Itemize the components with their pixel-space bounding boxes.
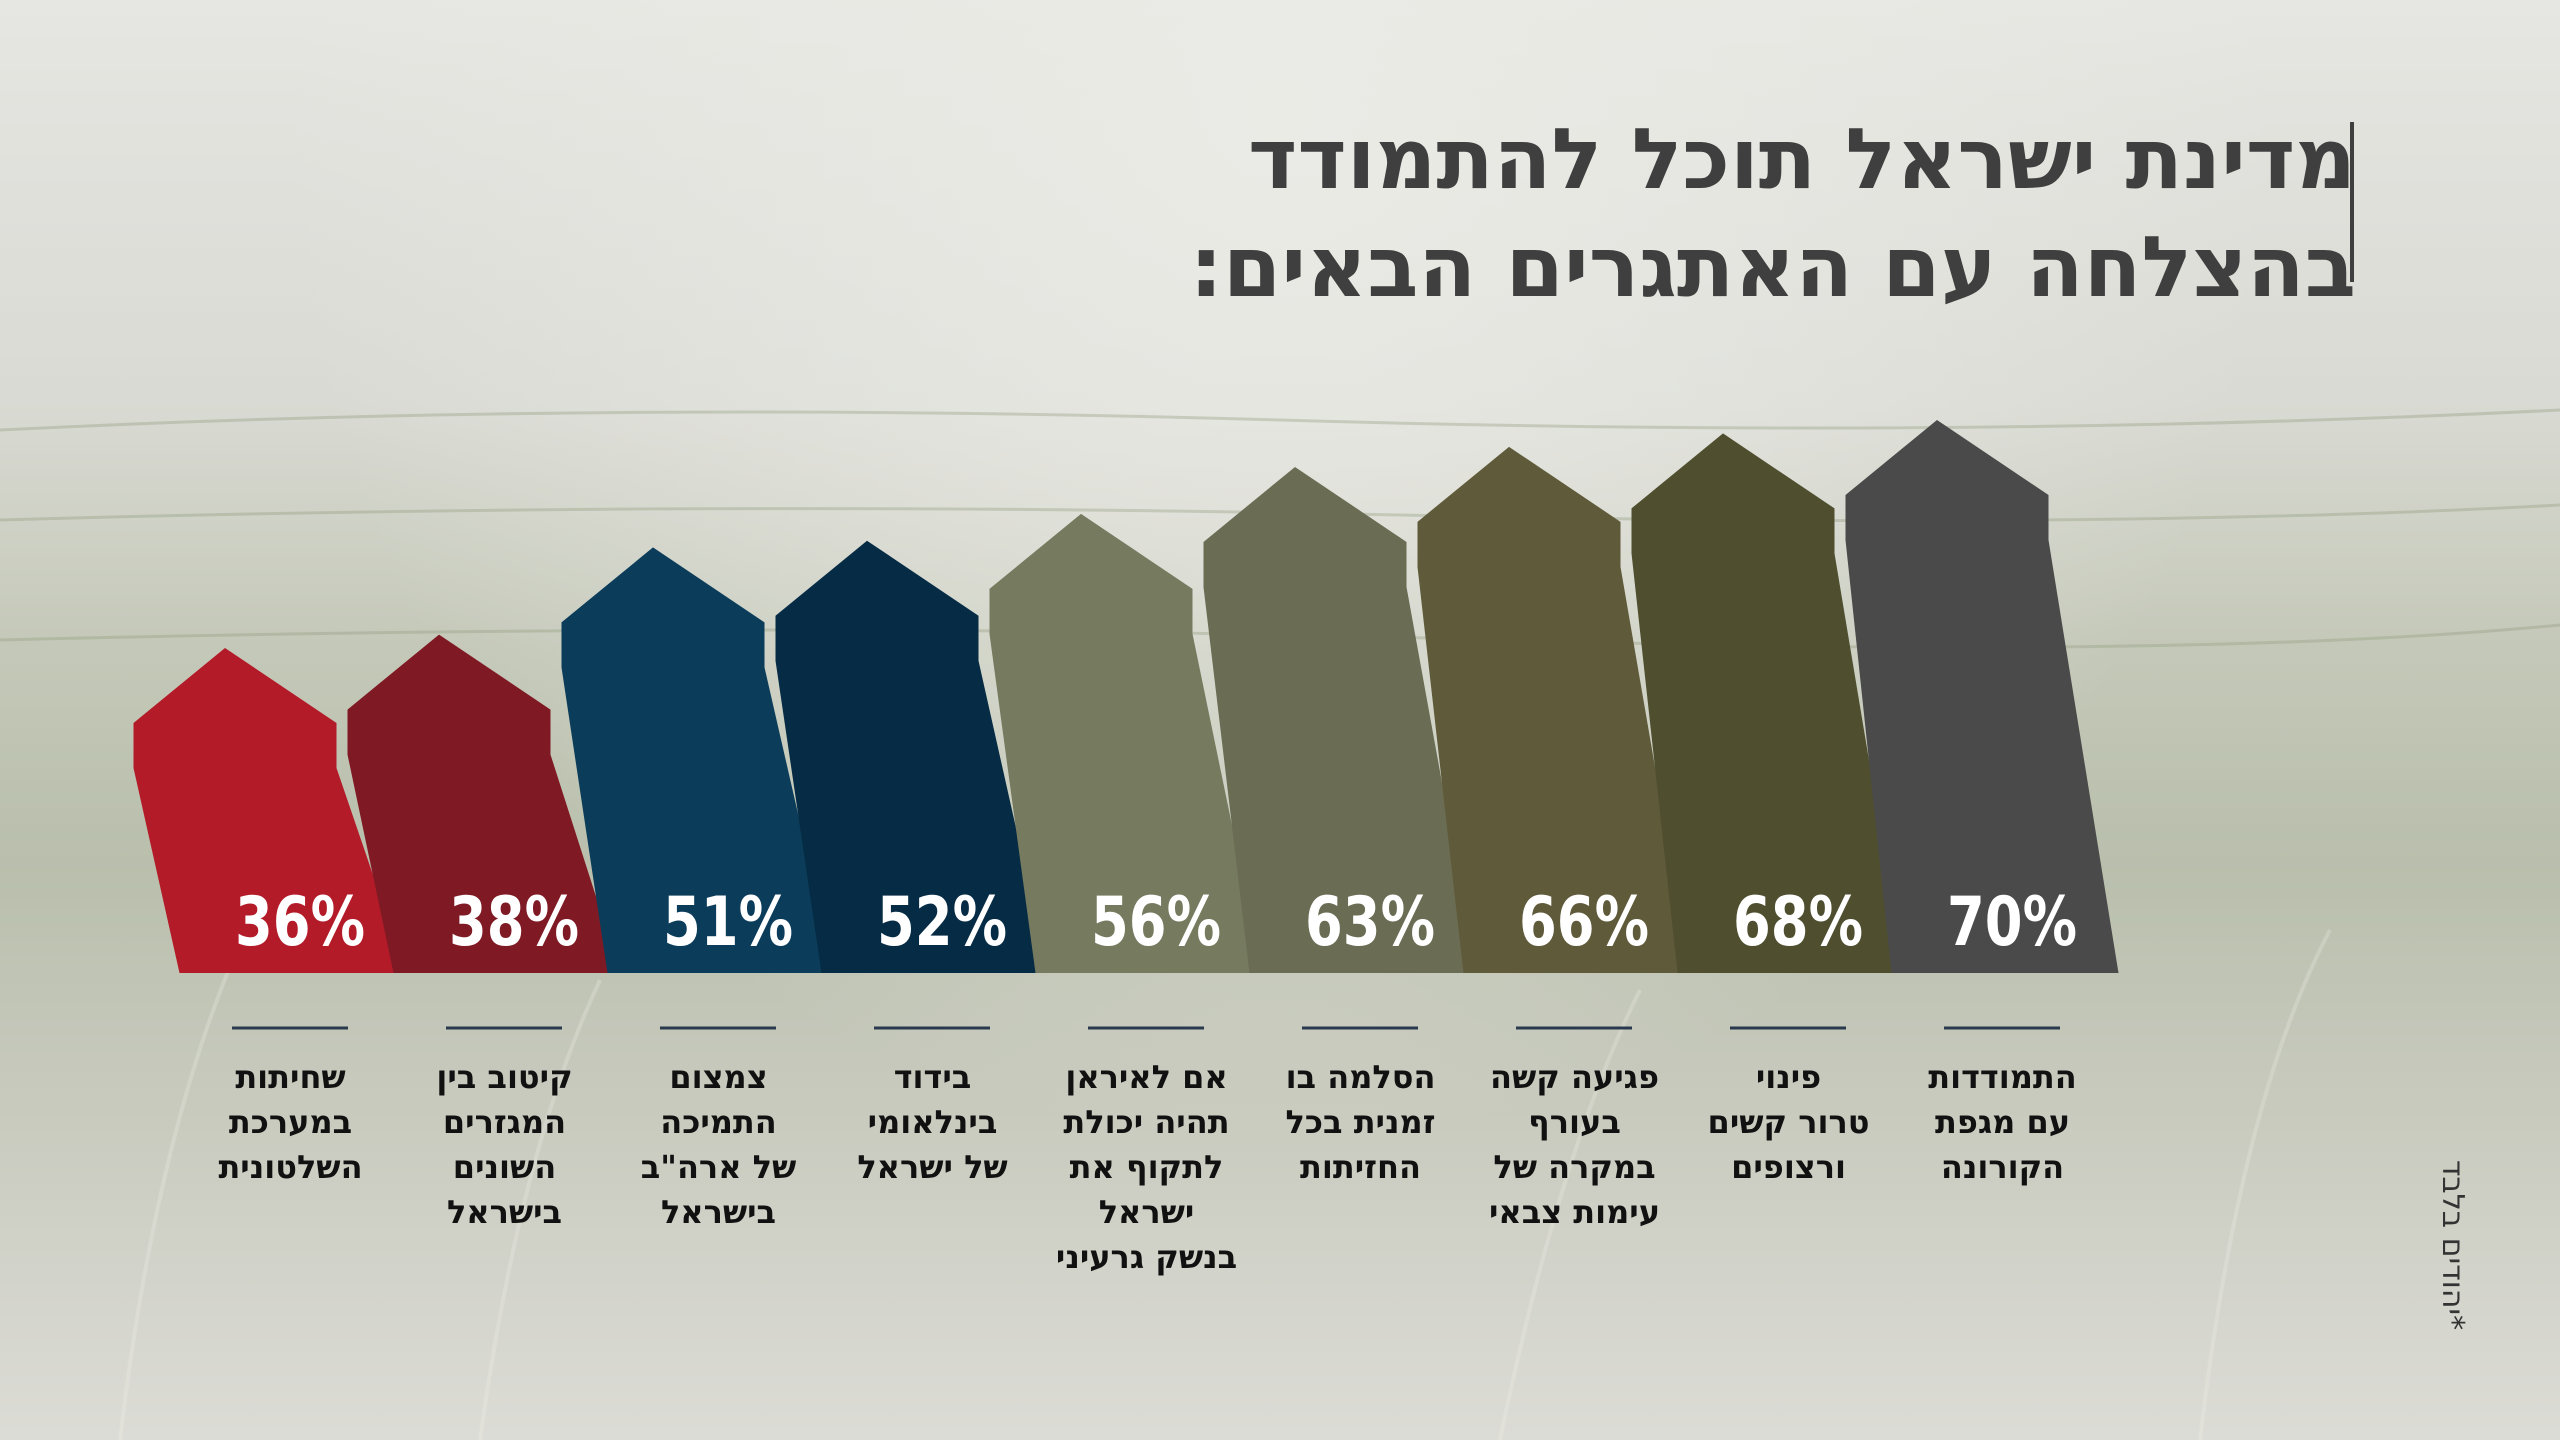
- category-label-line: בעורף: [1528, 1103, 1621, 1141]
- bar-3: [561, 547, 835, 973]
- category-label: פגיעה קשה בעורף במקרה של עימות צבאי: [1467, 1055, 1682, 1235]
- bar-value-label: 51%: [663, 883, 793, 962]
- title-line-1: מדינת ישראל תוכל להתמודד: [1248, 110, 2356, 208]
- bar-value-label: 70%: [1947, 883, 2077, 962]
- bar-value-label: 66%: [1519, 883, 1649, 962]
- category-label-line: עם מגפת: [1934, 1103, 2071, 1141]
- category-label-line: הסלמה בו: [1285, 1058, 1436, 1096]
- category-label-line: זמנית בכל: [1285, 1103, 1436, 1141]
- bar-value-label: 68%: [1733, 883, 1863, 962]
- category-label-line: תהיה יכולת: [1063, 1103, 1230, 1141]
- category-label: הסלמה בו זמנית בכל החזיתות: [1253, 1055, 1468, 1190]
- category-label-line: קיטוב בין: [436, 1058, 573, 1096]
- bar-1: [133, 648, 407, 973]
- category-label: קיטוב בין המגזרים השונים בישראל: [397, 1055, 612, 1235]
- category-label: צמצום התמיכה של ארה"ב בישראל: [611, 1055, 826, 1235]
- category-label: אם לאיראן תהיה יכולת לתקוף את ישראל בנשק גרע…: [1039, 1055, 1254, 1280]
- category-label-line: החזיתות: [1300, 1148, 1421, 1186]
- bar-6: [1203, 466, 1477, 973]
- category-label-line: בינלאומי: [867, 1103, 998, 1141]
- category-label-line: התמיכה: [660, 1103, 777, 1141]
- category-label-line: הקורונה: [1940, 1148, 2065, 1186]
- category-label-line: בנשק גרעיני: [1055, 1238, 1238, 1276]
- category-label-line: במקרה של: [1493, 1148, 1656, 1186]
- category-label-line: השלטונית: [218, 1148, 363, 1186]
- bar-value-label: 36%: [235, 883, 365, 962]
- category-label: שחיתות במערכת השלטונית: [183, 1055, 398, 1190]
- bar-value-label: 56%: [1091, 883, 1221, 962]
- category-label-line: במערכת: [228, 1103, 353, 1141]
- category-label-line: אם לאיראן: [1065, 1058, 1228, 1096]
- bar-7: [1417, 446, 1691, 974]
- bar-value-label: 38%: [449, 883, 579, 962]
- category-label-line: ורצופים: [1731, 1148, 1846, 1186]
- category-label: בידוד בינלאומי של ישראל: [825, 1055, 1040, 1190]
- category-label-line: שחיתות: [235, 1058, 346, 1096]
- category-label-line: טרור קשים: [1707, 1103, 1870, 1141]
- category-label-line: השונים: [452, 1148, 557, 1186]
- category-label-line: בישראל: [660, 1193, 777, 1231]
- category-label-line: של ארה"ב: [640, 1148, 797, 1186]
- bar-4: [775, 540, 1049, 973]
- bar-value-label: 63%: [1305, 883, 1435, 962]
- category-label-line: בישראל: [446, 1193, 563, 1231]
- bar-9: [1845, 420, 2119, 973]
- category-label: פינוי טרור קשים ורצופים: [1681, 1055, 1896, 1190]
- chart-title: מדינת ישראל תוכל להתמודד בהצלחה עם האתגר…: [1189, 105, 2356, 321]
- bar-value-label: 52%: [877, 883, 1007, 962]
- category-label-line: עימות צבאי: [1489, 1193, 1660, 1231]
- category-label-line: פינוי: [1755, 1058, 1822, 1096]
- footnote-text: *יהודים בלבד: [2435, 1160, 2470, 1331]
- category-label-line: המגזרים: [442, 1103, 567, 1141]
- bar-2: [347, 634, 621, 973]
- category-label-line: ישראל: [1098, 1193, 1195, 1231]
- category-label-line: לתקוף את: [1069, 1148, 1224, 1186]
- bar-8: [1631, 433, 1905, 974]
- title-line-2: בהצלחה עם האתגרים הבאים:: [1189, 218, 2356, 316]
- category-label-line: צמצום: [669, 1058, 768, 1096]
- category-label-line: התמודדות: [1928, 1058, 2077, 1096]
- bar-5: [989, 513, 1263, 973]
- title-rule: [2350, 122, 2354, 282]
- category-label-line: פגיעה קשה: [1489, 1058, 1659, 1096]
- category-label: התמודדות עם מגפת הקורונה: [1895, 1055, 2110, 1190]
- category-label-line: בידוד: [893, 1058, 972, 1096]
- category-label-line: של ישראל: [857, 1148, 1008, 1186]
